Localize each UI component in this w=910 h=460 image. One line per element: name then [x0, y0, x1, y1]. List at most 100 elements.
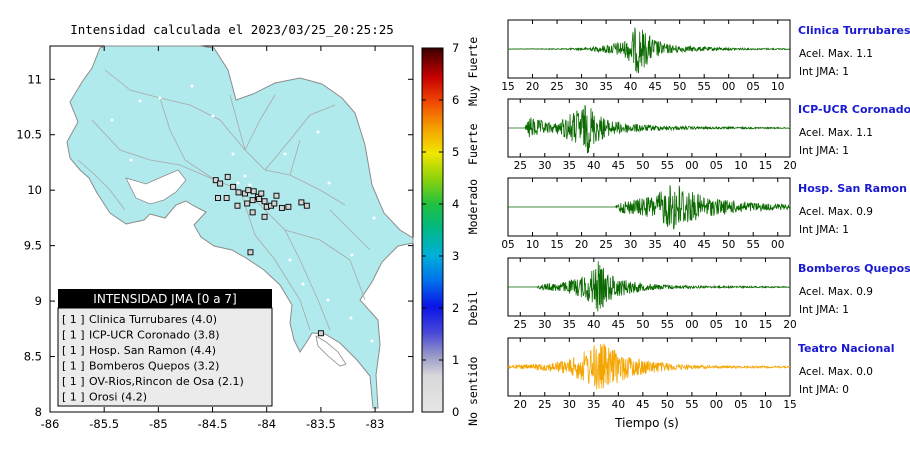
map-y-tick-label: 10.5: [16, 128, 42, 142]
station-marker: [223, 194, 230, 201]
max-acceleration: Acel. Max. 0.0: [799, 366, 873, 378]
waveform-trace: [508, 261, 791, 312]
waveform-tick-label: 30: [624, 239, 637, 251]
legend-title: INTENSIDAD JMA [0 a 7]: [93, 292, 236, 306]
waveform-tick-label: 35: [563, 319, 576, 331]
station-name: ICP-UCR Coronado: [798, 103, 910, 116]
waveform-panel: 25 30 35 40 45 50 55 00 05 10 15 20 Bomberos Quepos A…: [507, 257, 910, 331]
map-y-tick-label: 10: [27, 183, 42, 197]
legend-item-grade: [ 1 ]: [62, 313, 85, 326]
map-x-tick-label: -85.5: [89, 417, 119, 431]
waveform-tick-label: 55: [661, 319, 674, 331]
legend-item-label: Bomberos Quepos (3.2): [89, 360, 219, 373]
time-axis-label: Tiempo (s): [614, 416, 679, 430]
waveform-tick-label: 15: [759, 160, 772, 172]
colorbar-tick-label: 3: [452, 249, 459, 263]
station-marker: [244, 200, 251, 207]
waveform-tick-label: 00: [685, 319, 698, 331]
jma-intensity: Int JMA: 1: [799, 66, 849, 78]
colorbar-tick-label: 4: [452, 197, 459, 211]
waveform-tick-label: 15: [550, 239, 563, 251]
waveform-tick-label: 55: [661, 160, 674, 172]
colorbar-category-label: No sentido: [466, 357, 480, 426]
waveform-tick-label: 50: [722, 239, 735, 251]
jma-intensity: Int JMA: 1: [799, 145, 849, 157]
waveform-tick-label: 10: [734, 319, 747, 331]
waveform-tick-label: 20: [783, 160, 796, 172]
waveform-trace: [508, 185, 791, 230]
legend-item-grade: [ 1 ]: [62, 391, 85, 404]
map-x-tick-label: -84: [257, 417, 276, 431]
colorbar-category-labels: No sentido Debil Moderado Fuerte Muy Fuerte: [466, 37, 480, 426]
station-marker: [247, 249, 254, 256]
station-markers: [212, 173, 324, 337]
map-x-tick-label: -85: [149, 417, 168, 431]
station-name: Clinica Turrubares: [798, 24, 910, 37]
waveform-tick-label: 00: [710, 399, 723, 411]
legend-item-grade: [ 1 ]: [62, 375, 85, 388]
waveform-tick-label: 40: [587, 319, 600, 331]
legend-body: [57, 307, 273, 407]
waveform-tick-label: 20: [514, 399, 527, 411]
colorbar-ticks: 0 1 2 3 4 5 6 7: [422, 41, 459, 419]
waveform-tick-label: 25: [514, 160, 527, 172]
station-marker: [273, 192, 280, 199]
waveform-tick-label: 25: [599, 239, 612, 251]
waveform-tick-label: 15: [759, 319, 772, 331]
waveform-panel: 15 20 25 30 35 40 45 50 55 00 05 10 Clinica Turrubar…: [501, 19, 910, 93]
station-marker: [249, 209, 256, 216]
station-marker: [245, 187, 252, 194]
map-x-tick-label: -84.5: [198, 417, 228, 431]
max-acceleration: Acel. Max. 1.1: [799, 127, 873, 139]
waveform-tick-label: 50: [661, 399, 674, 411]
map-y-tick-label: 8.5: [24, 350, 42, 364]
network-points: [110, 84, 376, 343]
station-marker: [224, 173, 231, 180]
waveform-tick-label: 15: [501, 81, 514, 93]
waveform-tick-label: 40: [587, 160, 600, 172]
waveform-tick-label: 20: [526, 81, 539, 93]
waveform-tick-label: 45: [612, 319, 625, 331]
waveform-tick-label: 30: [563, 399, 576, 411]
waveform-tick-label: 25: [550, 81, 563, 93]
costa-rica-landmass: [66, 45, 414, 409]
legend-item-grade: [ 1 ]: [62, 344, 85, 357]
station-marker: [212, 177, 219, 184]
colorbar-tick-label: 0: [452, 405, 459, 419]
jma-intensity: Int JMA: 0: [799, 384, 849, 396]
waveform-tick-label: 25: [514, 319, 527, 331]
waveform-tick-label: 55: [747, 239, 760, 251]
station-marker: [250, 188, 257, 195]
legend-item-label: Clinica Turrubares (4.0): [89, 313, 217, 326]
station-marker: [261, 198, 268, 205]
waveform-tick-label: 30: [538, 319, 551, 331]
waveform-tick-label: 05: [501, 239, 514, 251]
waveform-tick-label: 20: [575, 239, 588, 251]
map-x-tick-label: -83: [366, 417, 385, 431]
station-marker: [230, 183, 237, 190]
waveform-trace: [507, 27, 791, 74]
figure-title: Intensidad calculada el 2023/03/25_20:25…: [70, 22, 394, 37]
waveform-tick-label: 10: [771, 81, 784, 93]
waveform-tick-label: 00: [771, 239, 784, 251]
waveform-trace: [508, 105, 791, 154]
waveform-panel: 20 25 30 35 40 45 50 55 00 05 10 15 Teatro Nacional A…: [507, 337, 895, 411]
waveform-tick-label: 00: [722, 81, 735, 93]
waveform-panel: 05 10 15 20 25 30 35 40 45 50 55 00 Hosp. San Ramon A…: [501, 177, 907, 251]
waveform-tick-label: 35: [563, 160, 576, 172]
waveform-tick-label: 40: [612, 399, 625, 411]
jma-intensity: Int JMA: 1: [799, 304, 849, 316]
station-name: Teatro Nacional: [798, 342, 895, 355]
waveform-tick-label: 40: [624, 81, 637, 93]
map-x-tick-label: -83.5: [306, 417, 336, 431]
waveform-tick-label: 40: [673, 239, 686, 251]
station-marker: [278, 204, 285, 211]
station-marker: [298, 199, 305, 206]
legend-item-grade: [ 1 ]: [62, 360, 85, 373]
waveform-tick-label: 50: [636, 160, 649, 172]
colorbar-category-label: Moderado: [466, 179, 480, 234]
station-marker: [217, 180, 224, 187]
waveform-panel: 25 30 35 40 45 50 55 00 05 10 15 20 ICP-UCR Coronado…: [507, 98, 910, 172]
map-y-tick-label: 11: [27, 72, 42, 86]
colorbar-tick-label: 2: [452, 301, 459, 315]
